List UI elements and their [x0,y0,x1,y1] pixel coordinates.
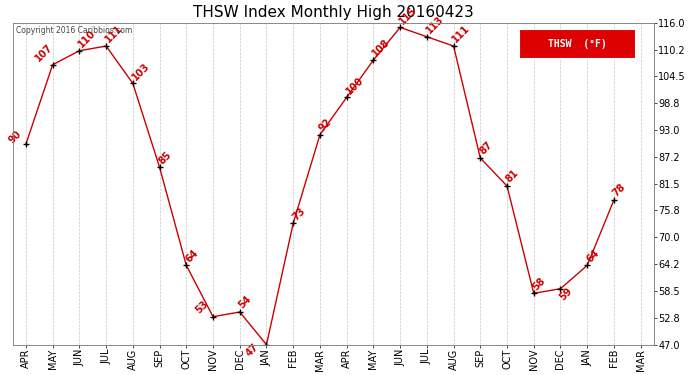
Text: 73: 73 [290,206,307,222]
Text: 53: 53 [193,299,210,315]
Text: Copyright 2016 Caribbios.com: Copyright 2016 Caribbios.com [16,26,132,35]
Text: 59: 59 [558,286,574,303]
Text: 54: 54 [237,294,253,310]
Text: 100: 100 [344,75,365,96]
FancyBboxPatch shape [520,29,635,58]
Text: 111: 111 [451,23,472,45]
Text: 78: 78 [611,182,628,199]
Title: THSW Index Monthly High 20160423: THSW Index Monthly High 20160423 [193,5,473,20]
Text: 81: 81 [504,168,521,184]
Text: 87: 87 [477,140,494,157]
Text: 85: 85 [157,149,173,166]
Text: 115: 115 [397,4,419,26]
Text: 58: 58 [531,275,548,292]
Text: 111: 111 [104,23,125,45]
Text: 64: 64 [184,248,200,264]
Text: 92: 92 [317,117,334,134]
Text: 108: 108 [371,37,392,59]
Text: 110: 110 [77,28,98,50]
Text: 107: 107 [33,42,55,63]
Text: 113: 113 [424,14,445,35]
Text: 90: 90 [6,129,23,146]
Text: 64: 64 [584,248,601,264]
Text: 47: 47 [244,342,261,358]
Text: 103: 103 [130,61,151,82]
Text: THSW  (°F): THSW (°F) [548,39,607,49]
